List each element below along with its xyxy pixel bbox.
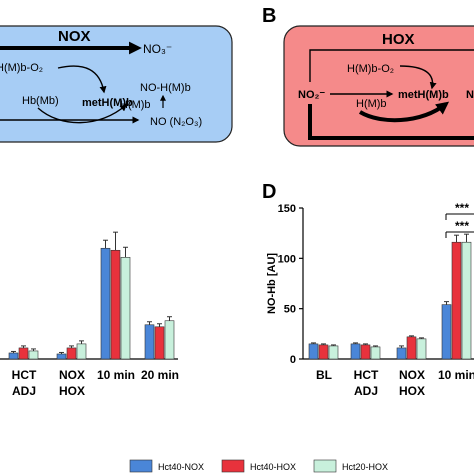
y-axis-label: NO-Hb [AU] [266, 253, 278, 314]
chart-c: HCT ADJ NOX HOX 10 min 20 min [0, 231, 179, 398]
hox-lower-curve [358, 101, 450, 123]
bar-hct40-nox [441, 304, 452, 360]
bar-hct20-hox [76, 343, 87, 360]
chart-d: 0 50 100 150 NO-Hb [AU] BL HCT ADJ NOX HOX 10 min *… [266, 201, 474, 398]
hox-cut-label: N [466, 89, 474, 101]
nox-hbmb-label: Hb(Mb) [22, 95, 59, 107]
x-tick-label: HCT [12, 368, 37, 382]
bar-hct20-hox [416, 338, 427, 360]
bar-hct40-nox [100, 247, 111, 360]
hox-diagram: HOX H(M)b-O₂ NO₂⁻ metH(M)b N H(M)b [283, 25, 474, 147]
hox-methb-label: metH(M)b [398, 89, 449, 101]
nox-lower-curve [37, 104, 128, 124]
hox-bottom-arrow [308, 104, 474, 140]
x-tick-label: HOX [399, 384, 425, 398]
bar-hct20-hox [164, 320, 175, 360]
bar-hct40-hox [66, 347, 77, 360]
hox-box [283, 25, 474, 147]
bar-hct40-hox [406, 336, 417, 360]
legend-swatch [313, 459, 337, 473]
nox-diagram: NOX NO₃⁻ H(M)b-O₂ metH(M)b Hb(Mb) NO-H(M… [0, 25, 233, 143]
nox-nohb-label: NO-H(M)b [140, 82, 191, 94]
legend-swatch [129, 459, 153, 473]
y-tick-label: 100 [278, 253, 296, 265]
bar-hct20-hox [328, 345, 339, 360]
nox-hmb-label: H(M)b [120, 99, 151, 111]
hox-no2-label: NO₂⁻ [298, 89, 325, 101]
x-tick-label: HOX [59, 384, 85, 398]
bar-hct20-hox [461, 241, 472, 360]
bar-hct40-hox [451, 241, 462, 360]
legend-label: Hct40-HOX [250, 462, 296, 472]
x-tick-label: NOX [59, 368, 85, 382]
sig-label: *** [455, 201, 469, 215]
y-tick-label: 150 [278, 203, 296, 215]
nox-curve-arrow [57, 65, 107, 94]
x-tick-label: 10 min [438, 368, 474, 382]
x-tick-label: ADJ [12, 384, 36, 398]
bar-hct40-nox [396, 347, 407, 360]
sig-label: *** [455, 219, 469, 233]
bar-hct40-nox [308, 343, 319, 360]
hox-hmb-label: H(M)b [356, 98, 387, 110]
nox-hbo2-label: H(M)b-O₂ [0, 62, 43, 74]
hox-top-arrow [309, 49, 474, 82]
legend-label: Hct20-HOX [342, 462, 388, 472]
hox-title: HOX [382, 31, 415, 48]
y-tick-label: 50 [284, 304, 296, 316]
bar-hct40-nox [8, 352, 19, 360]
hox-curve-arrow [399, 65, 437, 90]
nox-no3-label: NO₃⁻ [143, 42, 172, 56]
x-tick-label: NOX [399, 368, 425, 382]
legend-swatch [221, 459, 245, 473]
bar-hct40-hox [318, 344, 329, 360]
legend: Hct40-NOX Hct40-HOX Hct20-HOX [129, 459, 388, 473]
bar-hct20-hox [28, 350, 39, 360]
x-tick-label: ADJ [354, 384, 378, 398]
x-tick-label: HCT [354, 368, 379, 382]
x-tick-label: BL [316, 368, 332, 382]
bar-hct40-nox [56, 353, 67, 360]
legend-label: Hct40-NOX [158, 462, 204, 472]
panel-label-b: B [262, 5, 276, 27]
bar-hct40-hox [18, 347, 29, 360]
bar-hct40-hox [360, 344, 371, 360]
panel-label-d: D [262, 181, 276, 203]
x-tick-label: 20 min [141, 368, 179, 382]
bar-hct40-nox [144, 324, 155, 360]
bar-hct20-hox [370, 346, 381, 360]
x-tick-label: 10 min [97, 368, 135, 382]
bar-hct20-hox [120, 257, 131, 360]
bar-hct40-hox [110, 249, 121, 360]
nox-no-n2o3-label: NO (N₂O₃) [150, 116, 202, 128]
bar-hct40-hox [154, 326, 165, 360]
bar-hct40-nox [350, 343, 361, 360]
y-tick-label: 0 [290, 354, 296, 366]
nox-title: NOX [58, 28, 91, 45]
nox-box [0, 25, 233, 143]
hox-hbo2-label: H(M)b-O₂ [347, 63, 394, 75]
